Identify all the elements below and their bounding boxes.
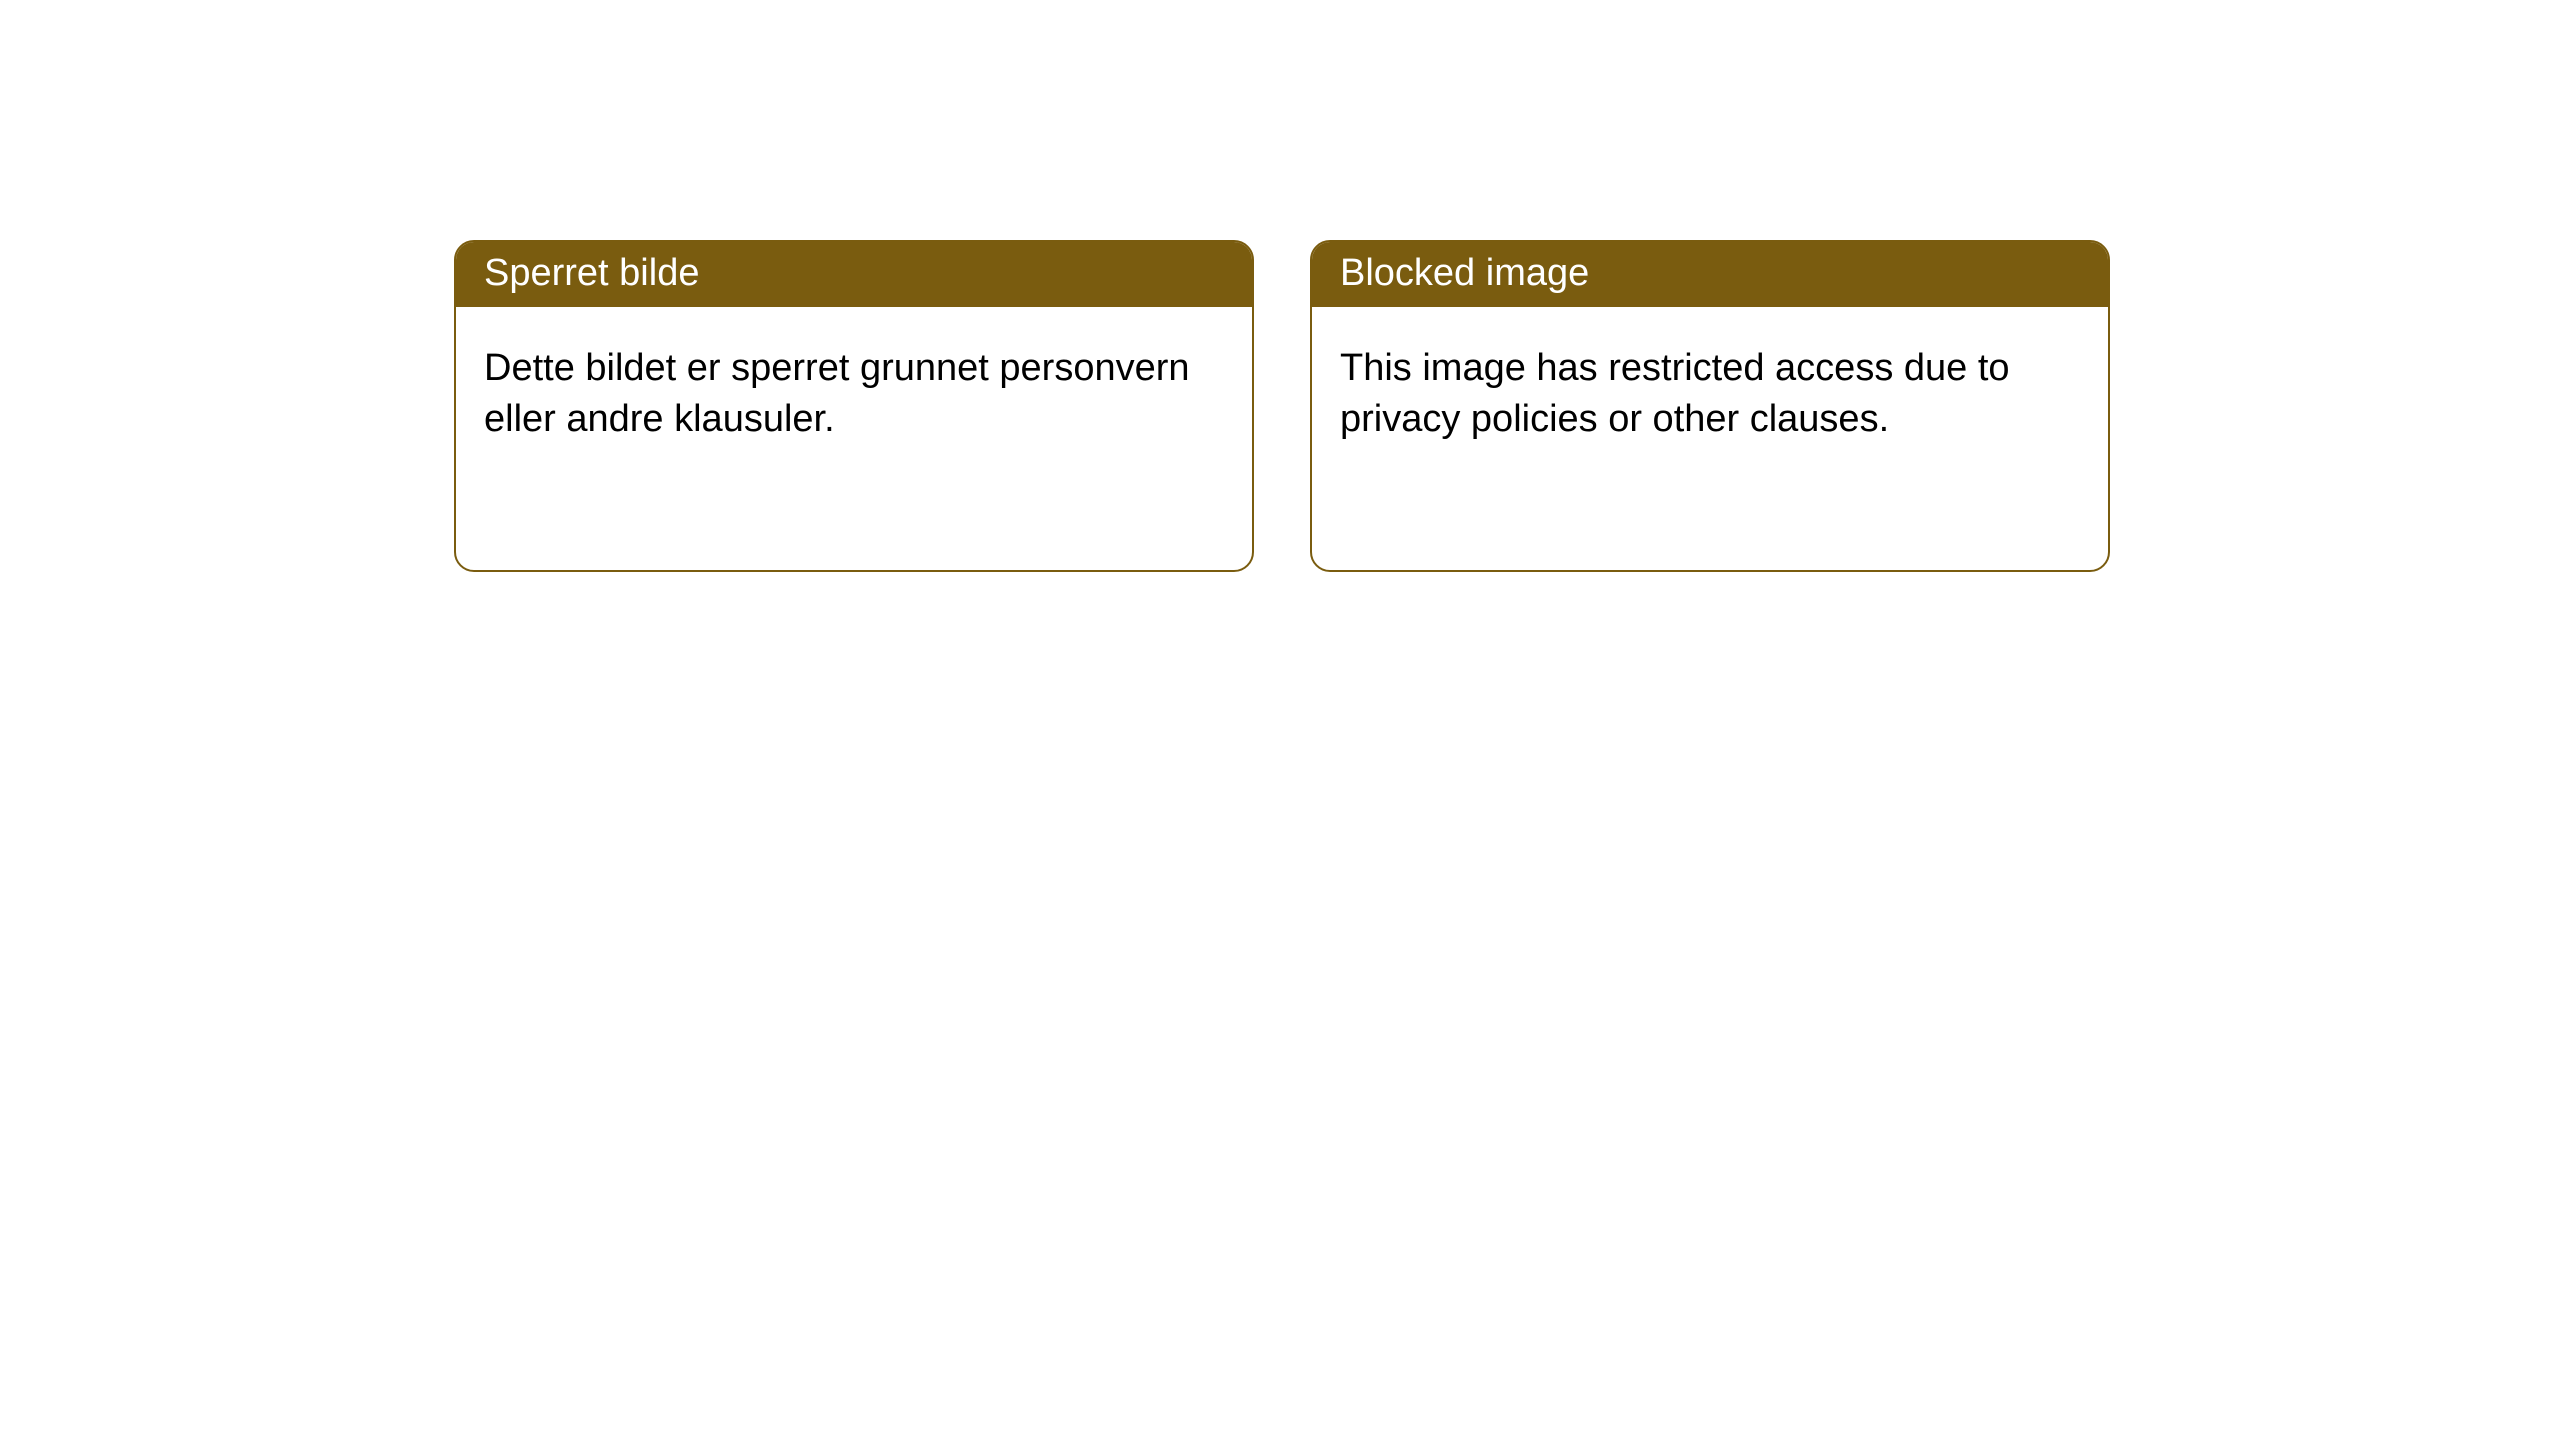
notice-card-english: Blocked image This image has restricted …: [1310, 240, 2110, 572]
notice-card-norwegian: Sperret bilde Dette bildet er sperret gr…: [454, 240, 1254, 572]
notice-body: Dette bildet er sperret grunnet personve…: [456, 307, 1252, 482]
notice-title: Sperret bilde: [456, 242, 1252, 307]
notice-container: Sperret bilde Dette bildet er sperret gr…: [0, 0, 2560, 572]
notice-title: Blocked image: [1312, 242, 2108, 307]
notice-body: This image has restricted access due to …: [1312, 307, 2108, 482]
